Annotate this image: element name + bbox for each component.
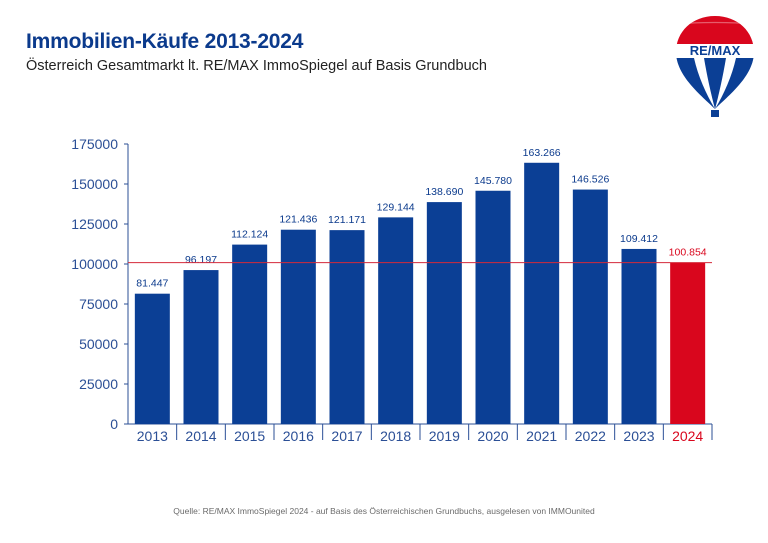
bar-2014 bbox=[183, 270, 219, 424]
x-tick-label: 2015 bbox=[234, 428, 265, 444]
bar-2020 bbox=[475, 190, 511, 424]
x-tick-label: 2016 bbox=[283, 428, 314, 444]
source-note: Quelle: RE/MAX ImmoSpiegel 2024 - auf Ba… bbox=[173, 506, 595, 516]
x-tick-label: 2024 bbox=[672, 428, 703, 444]
bar-2017 bbox=[329, 230, 365, 424]
bar-2021 bbox=[524, 162, 560, 424]
bar-2018 bbox=[378, 217, 414, 424]
data-label: 96.197 bbox=[185, 254, 217, 266]
bar-2022 bbox=[572, 189, 608, 424]
remax-balloon-logo: RE/MAX bbox=[676, 16, 754, 117]
x-tick-label: 2019 bbox=[429, 428, 460, 444]
data-label: 163.266 bbox=[523, 147, 561, 159]
data-label: 138.690 bbox=[425, 186, 463, 198]
x-tick-label: 2023 bbox=[623, 428, 654, 444]
y-tick-label: 0 bbox=[110, 416, 118, 432]
logo-text: RE/MAX bbox=[690, 43, 741, 58]
data-label: 112.124 bbox=[231, 229, 268, 241]
data-label: 146.526 bbox=[571, 174, 609, 186]
y-tick-label: 100000 bbox=[71, 256, 118, 272]
bar-2013 bbox=[134, 293, 170, 424]
y-tick-label: 75000 bbox=[79, 296, 118, 312]
chart-title: Immobilien-Käufe 2013-2024 bbox=[26, 30, 304, 53]
bar-2024 bbox=[670, 262, 706, 424]
bar-2023 bbox=[621, 248, 657, 424]
y-tick-label: 175000 bbox=[71, 136, 118, 152]
x-tick-label: 2020 bbox=[477, 428, 508, 444]
x-tick-label: 2014 bbox=[185, 428, 216, 444]
y-tick-label: 25000 bbox=[79, 376, 118, 392]
x-tick-label: 2013 bbox=[137, 428, 168, 444]
bar-2015 bbox=[232, 244, 268, 424]
data-label: 121.171 bbox=[328, 214, 366, 226]
x-tick-label: 2022 bbox=[575, 428, 606, 444]
data-label: 121.436 bbox=[279, 214, 317, 226]
data-label: 100.854 bbox=[669, 247, 707, 259]
data-label: 129.144 bbox=[377, 201, 415, 213]
y-tick-label: 125000 bbox=[71, 216, 118, 232]
y-tick-label: 50000 bbox=[79, 336, 118, 352]
x-tick-label: 2018 bbox=[380, 428, 411, 444]
x-tick-label: 2017 bbox=[331, 428, 362, 444]
chart-subtitle: Österreich Gesamtmarkt lt. RE/MAX ImmoSp… bbox=[26, 58, 487, 74]
bar-2019 bbox=[426, 202, 462, 424]
x-tick-label: 2021 bbox=[526, 428, 557, 444]
data-label: 81.447 bbox=[136, 278, 168, 290]
bar-2016 bbox=[280, 229, 316, 424]
data-label: 145.780 bbox=[474, 175, 512, 187]
y-tick-label: 150000 bbox=[71, 176, 118, 192]
data-label: 109.412 bbox=[620, 233, 658, 245]
